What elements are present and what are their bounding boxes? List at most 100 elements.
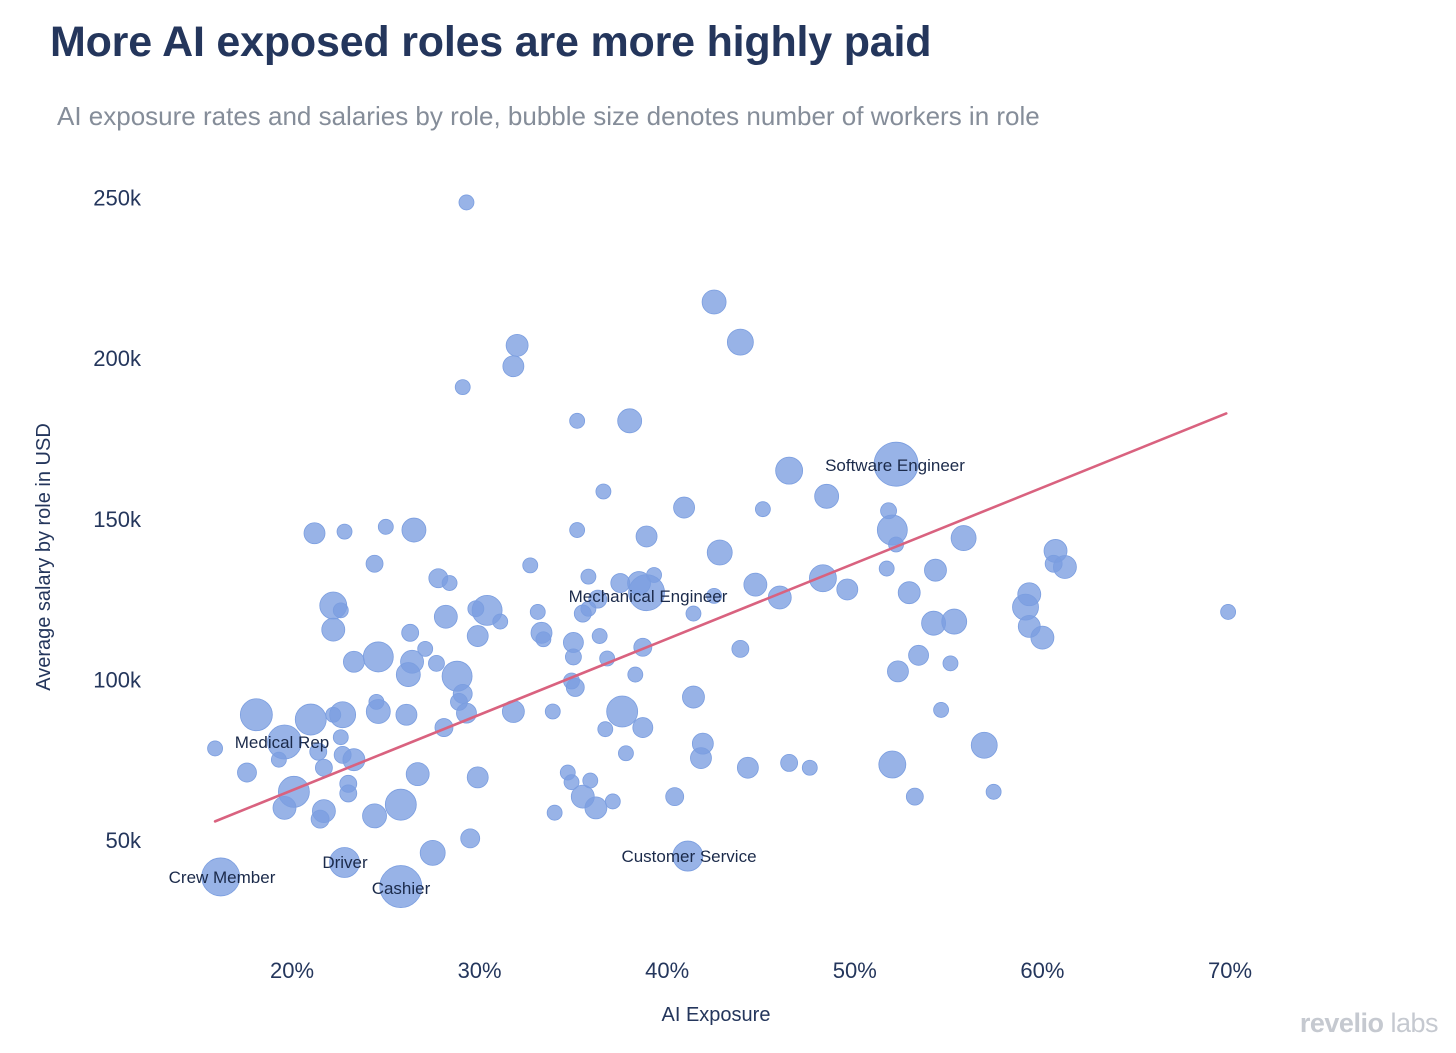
bubble (433, 604, 458, 629)
y-tick-label: 50k (106, 828, 142, 853)
bubble (309, 742, 328, 761)
bubble (682, 685, 705, 709)
x-axis-title: AI Exposure (662, 1004, 771, 1026)
bubble (272, 795, 297, 820)
bubble (569, 412, 586, 429)
bubble (801, 759, 818, 776)
role-label: Mechanical Engineer (569, 587, 728, 606)
bubble (502, 355, 525, 378)
bubble (597, 721, 614, 738)
bubble (362, 641, 394, 673)
bubble (405, 762, 430, 787)
bubble (294, 703, 327, 736)
bubble (1053, 555, 1077, 579)
bubble (604, 793, 621, 810)
logo-suffix: labs (1390, 1008, 1438, 1038)
bubble (924, 558, 947, 582)
bubble (329, 701, 357, 729)
role-label: Customer Service (621, 847, 756, 866)
bubble (546, 804, 563, 821)
bubble-customer-service (672, 840, 704, 872)
bubble (970, 731, 998, 759)
bubble-crew-member (201, 857, 241, 897)
bubble (505, 333, 529, 357)
trendline-layer (213, 412, 1228, 823)
bubble (332, 602, 349, 619)
bubble (460, 828, 481, 849)
bubble (584, 796, 608, 820)
bubble (897, 581, 921, 605)
bubble (814, 483, 840, 509)
bubble (365, 699, 391, 724)
x-tick-label: 20% (270, 958, 314, 983)
bubble (743, 572, 768, 597)
bubble (544, 703, 561, 720)
bubble (809, 564, 837, 593)
bubble (591, 628, 608, 644)
x-tick-label: 50% (833, 958, 877, 983)
x-tick-label: 60% (1020, 958, 1064, 983)
bubble (701, 289, 727, 315)
chart-subtitle: AI exposure rates and salaries by role, … (57, 101, 1040, 131)
bubble (339, 784, 358, 803)
bubble (933, 702, 949, 718)
bubble (635, 525, 658, 548)
bubble (569, 522, 586, 538)
bubble (458, 194, 475, 211)
bubble (417, 640, 434, 657)
y-axis-ticks: 50k 100k 150k 200k 250k (93, 186, 142, 853)
bubble (565, 648, 582, 666)
x-tick-label: 70% (1208, 958, 1252, 983)
bubble (731, 639, 750, 658)
x-axis-ticks: 20% 30% 40% 50% 60% 70% (270, 958, 1252, 983)
y-tick-label: 250k (93, 186, 142, 211)
bubble-software-engineer (873, 441, 919, 487)
role-label: Software Engineer (825, 456, 965, 475)
bubble (627, 666, 644, 683)
bubble (1030, 625, 1055, 650)
bubble-driver (329, 847, 360, 878)
bubble (492, 613, 509, 630)
bubble (441, 575, 458, 591)
bubble (908, 644, 929, 666)
bubble (617, 408, 643, 434)
role-label: Driver (322, 853, 368, 872)
bubble (887, 660, 909, 683)
bubble (535, 631, 552, 648)
bubble (467, 600, 485, 618)
bubble (466, 625, 489, 647)
bubble (362, 803, 387, 829)
bubble (685, 605, 702, 622)
bubble (466, 766, 489, 789)
bubble (950, 525, 977, 551)
bubble (780, 754, 799, 772)
bubble (905, 787, 924, 806)
bubble (1220, 604, 1237, 620)
bubble (384, 788, 417, 821)
bubble (401, 517, 427, 543)
bubble (303, 522, 326, 545)
role-label-layer: Software Engineer Mechanical Engineer Medi… (169, 456, 966, 898)
bubble (321, 617, 346, 642)
y-tick-label: 150k (93, 507, 142, 532)
bubble (239, 698, 273, 732)
bubble (395, 662, 421, 687)
bubble (618, 745, 634, 762)
bubble (942, 655, 959, 672)
bubble (580, 568, 597, 585)
trendline (213, 412, 1228, 823)
role-label: Cashier (372, 879, 431, 898)
x-tick-label: 40% (645, 958, 689, 983)
bubble (573, 604, 592, 623)
y-axis-title: Average salary by role in USD (33, 423, 55, 691)
bubble (522, 557, 539, 574)
bubble (237, 762, 257, 783)
bubble (565, 678, 585, 697)
bubble (775, 456, 804, 485)
bubble (736, 756, 759, 779)
bubble (419, 839, 446, 866)
bubble-mechanical-engineer (628, 574, 665, 612)
bubble (941, 608, 968, 635)
